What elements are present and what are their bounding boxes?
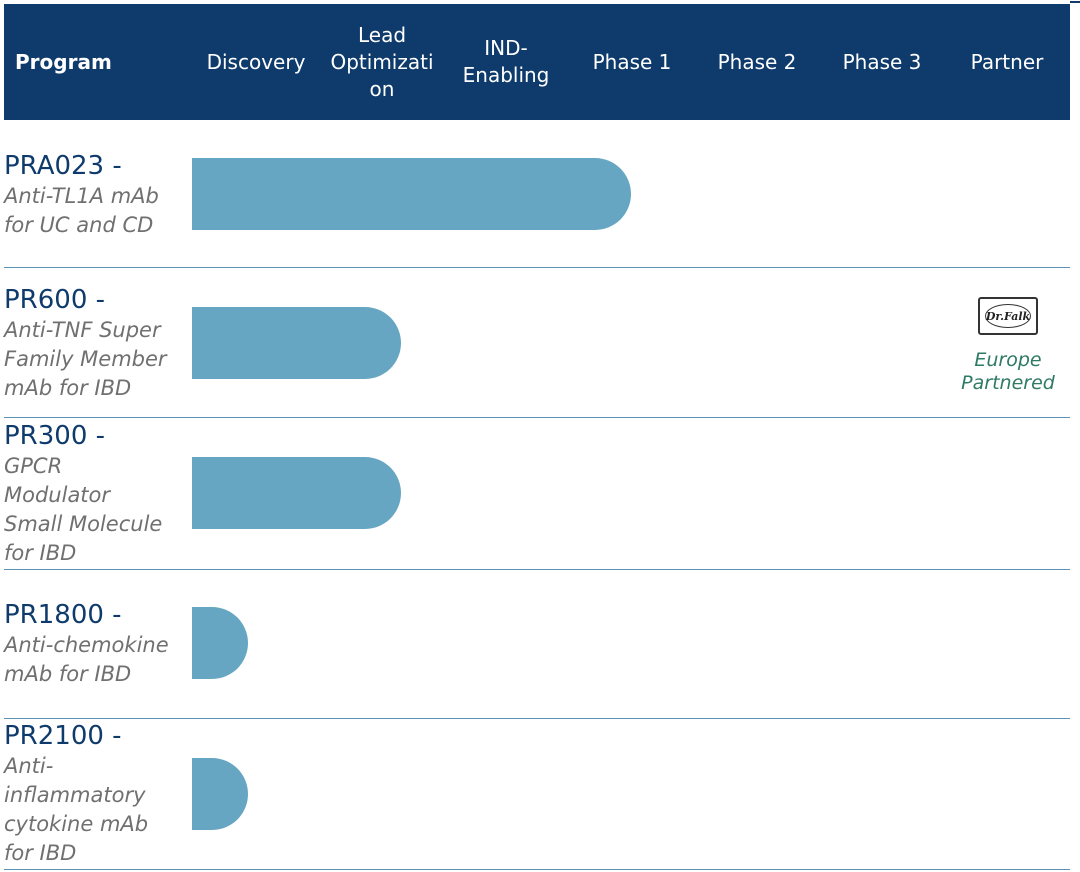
- header-program: Program: [15, 49, 112, 74]
- program-description: Anti-TNF Super Family Member mAb for IBD: [4, 318, 167, 400]
- row-divider: [4, 869, 1070, 870]
- progress-bar-pr300: [192, 457, 402, 529]
- header-stage-ind-enabling: IND- Enabling: [462, 36, 550, 87]
- program-name: PR2100 -: [4, 721, 122, 751]
- header-stage-lead-optimization: Lead Optimizati on: [330, 22, 434, 101]
- program-description: Anti- inflammatory cytokine mAb for IBD: [4, 754, 149, 865]
- header-stage-phase-1: Phase 1: [592, 49, 672, 74]
- row-divider: [4, 267, 1070, 268]
- program-row-pr2100: PR2100 - Anti- inflammatory cytokine mAb…: [4, 720, 179, 868]
- row-divider: [4, 569, 1070, 570]
- progress-bar-pra023: [192, 158, 631, 230]
- progress-bar-pr1800: [192, 607, 248, 679]
- program-name: PRA023 -: [4, 151, 122, 181]
- program-description: Anti-chemokine mAb for IBD: [4, 633, 169, 686]
- pipeline-header: Program Discovery Lead Optimizati on IND…: [4, 4, 1070, 120]
- program-name: PR600 -: [4, 285, 106, 315]
- row-divider: [4, 718, 1070, 719]
- progress-bar-pr2100: [192, 758, 248, 830]
- program-description: GPCR Modulator Small Molecule for IBD: [4, 454, 163, 565]
- program-row-pr600: PR600 - Anti-TNF Super Family Member mAb…: [4, 284, 179, 403]
- dr-falk-logo-text: Dr.Falk: [985, 304, 1031, 328]
- header-stage-discovery: Discovery: [206, 49, 306, 74]
- program-name: PR300 -: [4, 421, 106, 451]
- program-row-pra023: PRA023 - Anti-TL1A mAb for UC and CD: [4, 150, 179, 240]
- header-stage-phase-2: Phase 2: [717, 49, 797, 74]
- header-partner: Partner: [970, 49, 1044, 74]
- top-rule: [0, 0, 1080, 4]
- partner-text: Europe Partnered: [961, 349, 1055, 394]
- row-divider: [4, 417, 1070, 418]
- progress-bar-pr600: [192, 307, 402, 379]
- program-row-pr1800: PR1800 - Anti-chemokine mAb for IBD: [4, 599, 179, 689]
- program-name: PR1800 -: [4, 600, 122, 630]
- program-description: Anti-TL1A mAb for UC and CD: [4, 184, 159, 237]
- header-stage-phase-3: Phase 3: [842, 49, 922, 74]
- dr-falk-logo: Dr.Falk: [978, 297, 1038, 335]
- program-row-pr300: PR300 - GPCR Modulator Small Molecule fo…: [4, 420, 179, 568]
- partner-cell-pr600: Dr.Falk Europe Partnered: [948, 297, 1068, 395]
